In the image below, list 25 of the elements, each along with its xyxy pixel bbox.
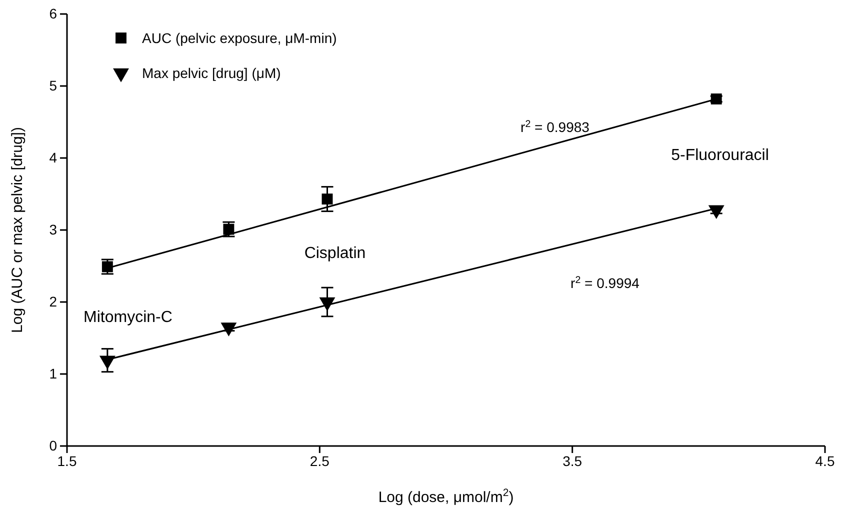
annotation: r$^{2}$ = 0.9994 xyxy=(570,274,640,291)
y-tick-label: 1 xyxy=(49,365,58,382)
annotation: r$^{2}$ = 0.9983 xyxy=(520,118,590,135)
y-tick-label: 0 xyxy=(49,437,58,454)
x-tick-label: 2.5 xyxy=(310,452,330,469)
x-tick-label: 3.5 xyxy=(562,452,582,469)
annotation: Cisplatin xyxy=(304,245,366,262)
y-tick-label: 4 xyxy=(49,149,58,166)
y-tick-label: 3 xyxy=(49,221,58,238)
annotation: 5-Fluorouracil xyxy=(671,147,769,164)
x-tick-label: 1.5 xyxy=(57,452,77,469)
point xyxy=(223,224,234,235)
point xyxy=(322,194,333,205)
x-axis-title: Log (dose, μmol/m$^{2}$) xyxy=(378,487,514,506)
point xyxy=(102,261,113,272)
x-tick-label: 4.5 xyxy=(815,452,835,469)
annotation: Mitomycin-C xyxy=(84,309,172,326)
y-tick-label: 5 xyxy=(49,77,58,94)
legend-label: Max pelvic [drug] (μM) xyxy=(142,65,281,81)
y-axis-title: Log (AUC or max pelvic [drug]) xyxy=(9,127,26,333)
legend-label: AUC (pelvic exposure, μM-min) xyxy=(142,30,337,46)
y-tick-label: 2 xyxy=(49,293,58,310)
y-tick-label: 6 xyxy=(49,5,58,22)
point xyxy=(220,322,237,336)
point xyxy=(99,356,116,370)
